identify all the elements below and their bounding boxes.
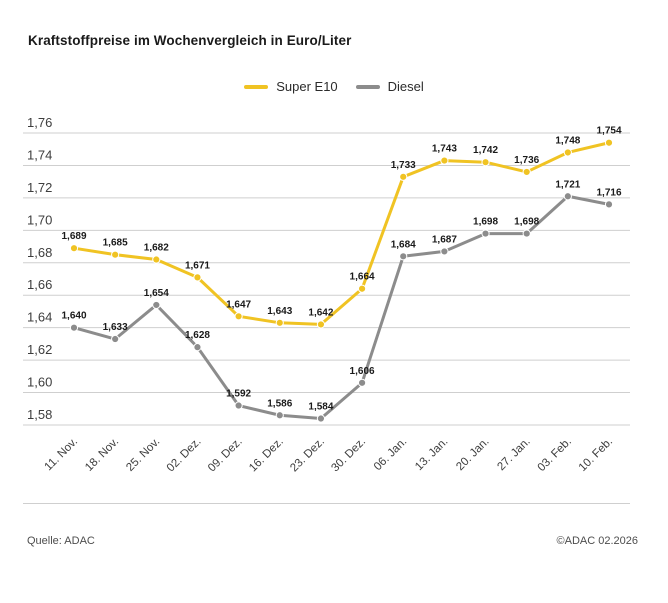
point-diesel bbox=[69, 323, 79, 332]
point-super-e10 bbox=[275, 318, 284, 327]
diesel-line-swatch bbox=[355, 84, 380, 89]
chart-svg: 1,58 1,60 1,62 1,64 1,66 1,68 1,70 1,72 1,74 1,76… bbox=[23, 115, 630, 475]
point-label-diesel: 1,687 bbox=[432, 234, 457, 245]
point-diesel bbox=[563, 192, 572, 201]
point-diesel bbox=[399, 252, 408, 261]
point-label-diesel: 1,721 bbox=[555, 179, 580, 190]
point-label-super-e10: 1,733 bbox=[391, 160, 416, 171]
footer-divider bbox=[23, 503, 630, 504]
point-label-diesel: 1,586 bbox=[267, 398, 292, 409]
point-diesel bbox=[522, 229, 531, 238]
point-diesel bbox=[357, 378, 367, 387]
line-diesel bbox=[72, 194, 611, 421]
x-tick-label: 18. Nov. bbox=[83, 436, 121, 474]
point-label-diesel: 1,684 bbox=[391, 239, 416, 250]
point-label-diesel: 1,640 bbox=[61, 311, 86, 322]
y-tick-label: 1,66 bbox=[27, 277, 52, 292]
point-label-diesel: 1,716 bbox=[596, 187, 621, 198]
y-tick-label: 1,74 bbox=[27, 147, 52, 162]
point-super-e10 bbox=[604, 138, 614, 147]
legend-item-super-e10: Super E10 bbox=[244, 79, 338, 94]
point-label-diesel: 1,592 bbox=[226, 389, 251, 400]
x-tick-label: 23. Dez. bbox=[288, 436, 327, 475]
copyright-note: ©ADAC 02.2026 bbox=[556, 535, 639, 547]
legend: Super E10 Diesel bbox=[0, 79, 668, 94]
point-label-diesel: 1,698 bbox=[473, 217, 498, 228]
y-tick-label: 1,72 bbox=[27, 180, 52, 195]
point-diesel bbox=[604, 200, 614, 209]
point-label-diesel: 1,698 bbox=[514, 217, 539, 228]
point-label-super-e10: 1,664 bbox=[350, 272, 375, 283]
point-diesel bbox=[481, 229, 490, 238]
point-label-super-e10: 1,742 bbox=[473, 145, 498, 156]
x-tick-label: 02. Dez. bbox=[165, 436, 204, 475]
point-label-diesel: 1,628 bbox=[185, 330, 210, 341]
point-label-super-e10: 1,643 bbox=[267, 306, 292, 317]
point-label-super-e10: 1,743 bbox=[432, 144, 457, 155]
y-tick-label: 1,76 bbox=[27, 115, 52, 130]
x-tick-label: 25. Nov. bbox=[124, 436, 162, 474]
y-tick-label: 1,64 bbox=[27, 310, 52, 325]
point-label-super-e10: 1,685 bbox=[103, 238, 128, 249]
source-note: Quelle: ADAC bbox=[27, 535, 95, 547]
point-super-e10 bbox=[316, 320, 326, 329]
page-title: Kraftstoffpreise im Wochenvergleich in E… bbox=[28, 33, 352, 48]
point-label-super-e10: 1,754 bbox=[596, 126, 621, 137]
point-super-e10 bbox=[111, 250, 120, 259]
point-diesel bbox=[440, 247, 449, 256]
super-e10-line-swatch bbox=[244, 84, 269, 89]
point-label-diesel: 1,654 bbox=[144, 288, 169, 299]
point-label-super-e10: 1,682 bbox=[144, 243, 169, 254]
point-super-e10 bbox=[357, 284, 367, 293]
x-tick-label: 30. Dez. bbox=[329, 436, 368, 475]
point-label-super-e10: 1,748 bbox=[555, 135, 580, 146]
point-label-super-e10: 1,689 bbox=[61, 231, 86, 242]
x-tick-label: 13. Jan. bbox=[413, 436, 450, 473]
point-diesel bbox=[234, 401, 243, 410]
legend-item-diesel: Diesel bbox=[355, 79, 424, 94]
x-tick-label: 06. Jan. bbox=[372, 436, 409, 473]
point-super-e10 bbox=[440, 156, 449, 165]
point-diesel bbox=[316, 414, 326, 423]
point-label-super-e10: 1,671 bbox=[185, 260, 210, 271]
point-label-diesel: 1,633 bbox=[103, 322, 128, 333]
x-tick-label: 16. Dez. bbox=[247, 436, 286, 475]
y-tick-label: 1,68 bbox=[27, 245, 52, 260]
point-super-e10 bbox=[234, 312, 243, 321]
point-diesel bbox=[275, 411, 284, 420]
point-label-super-e10: 1,642 bbox=[308, 307, 333, 318]
point-diesel bbox=[152, 300, 161, 310]
point-super-e10 bbox=[563, 148, 572, 157]
point-diesel bbox=[111, 334, 120, 344]
point-label-super-e10: 1,736 bbox=[514, 155, 539, 166]
x-tick-label: 20. Jan. bbox=[454, 436, 491, 473]
point-diesel bbox=[193, 343, 202, 352]
x-tick-label: 09. Dez. bbox=[206, 436, 245, 475]
point-super-e10 bbox=[481, 158, 490, 167]
y-tick-label: 1,70 bbox=[27, 212, 52, 227]
point-label-diesel: 1,606 bbox=[350, 366, 375, 377]
y-tick-label: 1,58 bbox=[27, 407, 52, 422]
point-label-diesel: 1,584 bbox=[308, 402, 333, 413]
x-tick-label: 10. Feb. bbox=[577, 436, 615, 474]
x-tick-label: 27. Jan. bbox=[495, 436, 532, 473]
y-tick-label: 1,60 bbox=[27, 375, 52, 390]
point-super-e10 bbox=[152, 255, 161, 264]
x-tick-label: 03. Feb. bbox=[536, 436, 574, 474]
legend-label-diesel: Diesel bbox=[387, 79, 424, 94]
point-super-e10 bbox=[399, 172, 408, 181]
point-super-e10 bbox=[193, 273, 202, 282]
line-super-e10 bbox=[72, 141, 611, 326]
y-tick-label: 1,62 bbox=[27, 342, 52, 357]
legend-label-super-e10: Super E10 bbox=[276, 79, 338, 94]
point-super-e10 bbox=[69, 244, 79, 253]
point-label-super-e10: 1,647 bbox=[226, 299, 251, 310]
x-tick-label: 11. Nov. bbox=[43, 436, 81, 474]
point-super-e10 bbox=[522, 167, 531, 177]
